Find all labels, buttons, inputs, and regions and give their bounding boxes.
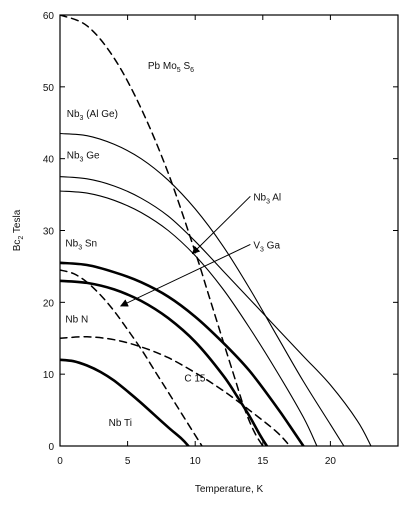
label-pb-mo5-s6: Pb Mo5 S6 — [148, 61, 194, 74]
series-c-15 — [60, 269, 203, 446]
label-nb3-al: Nb3 Al — [253, 192, 281, 205]
label-v3-ga: V3 Ga — [253, 240, 280, 253]
y-tick-label: 50 — [43, 83, 55, 94]
series-nb-n — [60, 336, 291, 446]
series-nb-ti — [60, 358, 190, 446]
label-nb3-sn: Nb3 Sn — [65, 238, 97, 251]
label-nb-ti: Nb Ti — [109, 418, 132, 429]
series-nb3-al — [60, 190, 318, 446]
label-nb3-al-ge: Nb3 (Al Ge) — [67, 109, 118, 122]
arrow-nb3-al — [191, 195, 251, 255]
arrow-v3-ga — [119, 244, 251, 307]
x-tick-label: 5 — [125, 456, 131, 467]
x-tick-label: 0 — [57, 456, 63, 467]
y-axis-title: Bc2 Tesla — [12, 209, 25, 251]
y-tick-label: 0 — [48, 442, 54, 453]
y-tick-label: 40 — [43, 155, 55, 166]
x-tick-label: 20 — [325, 456, 337, 467]
series-nb3-al-ge — [60, 132, 345, 446]
y-tick-label: 20 — [43, 298, 55, 309]
series-layer — [60, 15, 372, 446]
curve-labels: Pb Mo5 S6 Nb3 (Al Ge) Nb3 Ge Nb3 Sn Nb N C 15… — [65, 61, 281, 429]
series-v3-ga — [60, 279, 269, 446]
y-tick-label: 60 — [43, 11, 55, 22]
axes: 0 5 10 15 20 0 10 20 30 40 50 60 — [43, 11, 399, 467]
y-tick-label: 10 — [43, 370, 55, 381]
x-tick-label: 15 — [257, 456, 269, 467]
x-tick-label: 10 — [190, 456, 202, 467]
label-nb3-ge: Nb3 Ge — [67, 151, 100, 164]
x-axis-title: Temperature, K — [195, 484, 264, 495]
series-pb-mo5-s6 — [60, 15, 264, 446]
y-tick-label: 30 — [43, 227, 55, 238]
label-nb-n: Nb N — [65, 314, 88, 325]
label-c-15: C 15 — [184, 373, 206, 384]
series-nb3-ge — [60, 176, 372, 446]
series-nb3-sn — [60, 261, 305, 446]
